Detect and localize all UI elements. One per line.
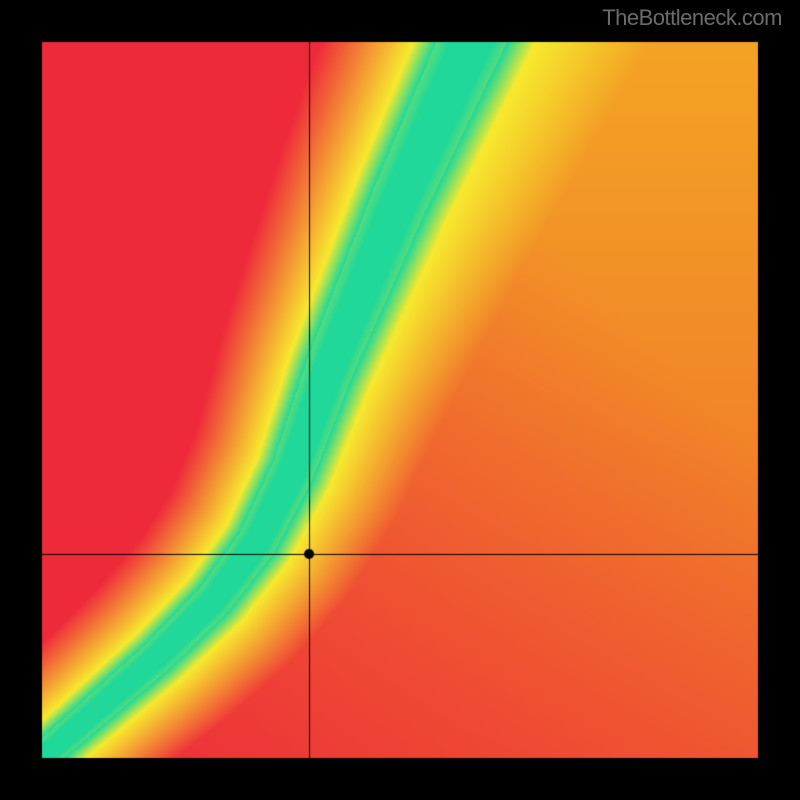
chart-container: TheBottleneck.com bbox=[0, 0, 800, 800]
bottleneck-heatmap bbox=[0, 0, 800, 800]
watermark-label: TheBottleneck.com bbox=[602, 5, 782, 31]
